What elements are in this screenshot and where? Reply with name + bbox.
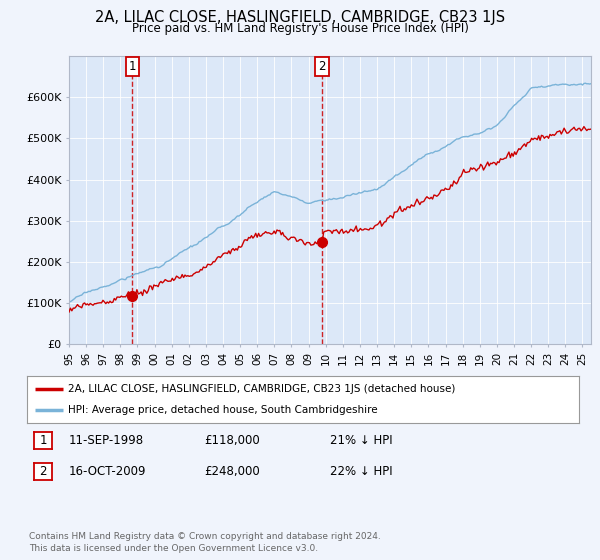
Text: £248,000: £248,000: [204, 465, 260, 478]
Text: Price paid vs. HM Land Registry's House Price Index (HPI): Price paid vs. HM Land Registry's House …: [131, 22, 469, 35]
Text: 1: 1: [40, 434, 47, 447]
Text: 2: 2: [40, 465, 47, 478]
Text: Contains HM Land Registry data © Crown copyright and database right 2024.
This d: Contains HM Land Registry data © Crown c…: [29, 532, 380, 553]
Text: 11-SEP-1998: 11-SEP-1998: [69, 434, 144, 447]
Text: HPI: Average price, detached house, South Cambridgeshire: HPI: Average price, detached house, Sout…: [68, 405, 378, 415]
Text: 21% ↓ HPI: 21% ↓ HPI: [330, 434, 392, 447]
Text: 2A, LILAC CLOSE, HASLINGFIELD, CAMBRIDGE, CB23 1JS: 2A, LILAC CLOSE, HASLINGFIELD, CAMBRIDGE…: [95, 10, 505, 25]
Text: 2A, LILAC CLOSE, HASLINGFIELD, CAMBRIDGE, CB23 1JS (detached house): 2A, LILAC CLOSE, HASLINGFIELD, CAMBRIDGE…: [68, 384, 456, 394]
Text: 16-OCT-2009: 16-OCT-2009: [69, 465, 146, 478]
Text: 2: 2: [319, 59, 326, 73]
Text: £118,000: £118,000: [204, 434, 260, 447]
Text: 1: 1: [129, 59, 136, 73]
Text: 22% ↓ HPI: 22% ↓ HPI: [330, 465, 392, 478]
